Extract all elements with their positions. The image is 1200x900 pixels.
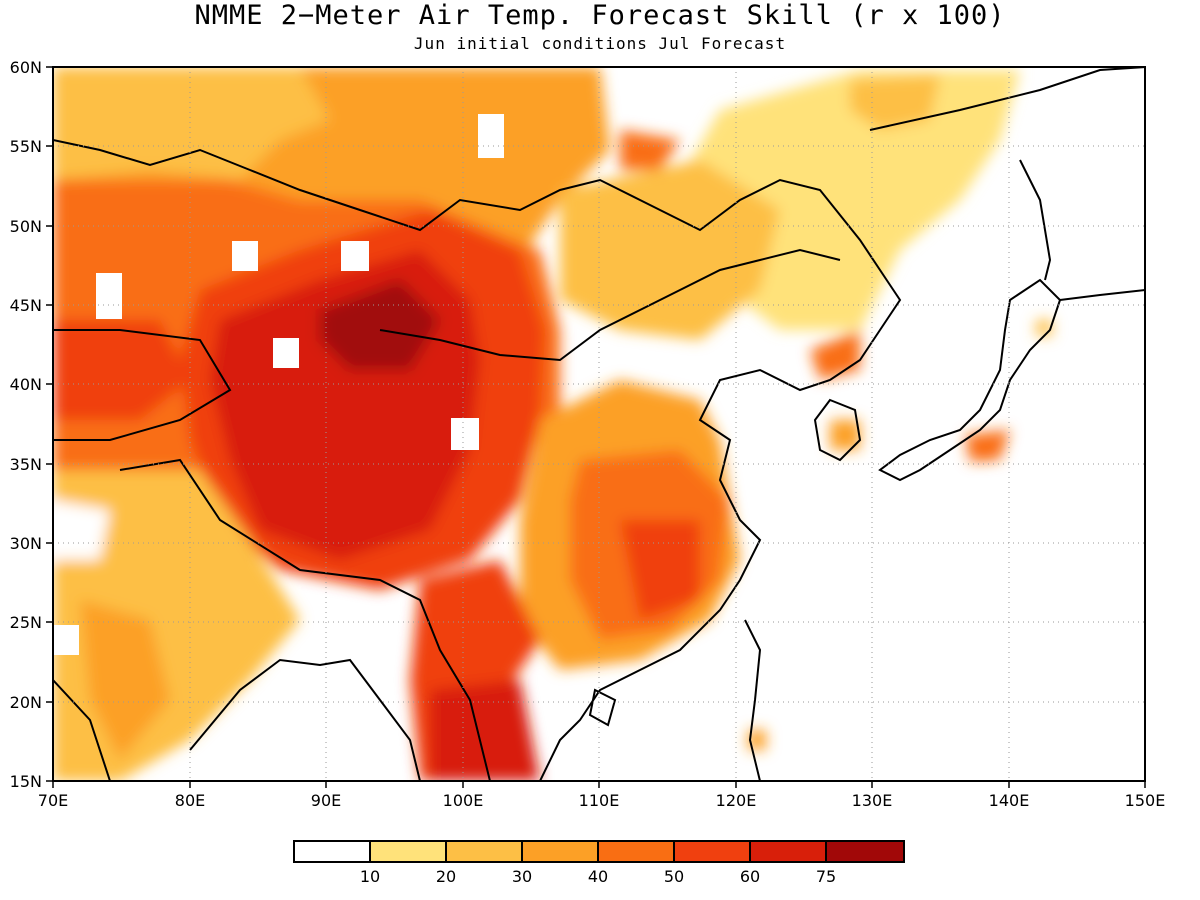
map-title: NMME 2−Meter Air Temp. Forecast Skill (r… bbox=[194, 0, 1006, 31]
legend-label: 50 bbox=[664, 867, 684, 886]
legend-label: 60 bbox=[740, 867, 760, 886]
legend-swatch bbox=[293, 840, 371, 863]
lat-tick-label: 35N bbox=[10, 455, 42, 474]
lon-tick-label: 150E bbox=[1125, 791, 1166, 810]
legend-swatch bbox=[369, 840, 447, 863]
map-subtitle: Jun initial conditions Jul Forecast bbox=[413, 34, 787, 53]
lat-tick-label: 40N bbox=[10, 375, 42, 394]
lat-tick-label: 25N bbox=[10, 613, 42, 632]
skill-field bbox=[53, 67, 1145, 781]
lat-tick-label: 55N bbox=[10, 137, 42, 156]
legend-swatch bbox=[673, 840, 751, 863]
lon-tick-label: 110E bbox=[579, 791, 620, 810]
coastlines bbox=[53, 67, 1145, 781]
legend-swatch bbox=[749, 840, 827, 863]
lon-tick-label: 70E bbox=[38, 791, 68, 810]
legend-swatch bbox=[521, 840, 599, 863]
lon-tick-label: 140E bbox=[989, 791, 1030, 810]
lon-tick-label: 80E bbox=[175, 791, 205, 810]
legend-swatch bbox=[597, 840, 675, 863]
legend-colorbar bbox=[293, 840, 905, 863]
legend-swatch bbox=[825, 840, 905, 863]
gridlines bbox=[53, 67, 1145, 781]
tick-marks bbox=[46, 66, 1146, 788]
lat-tick-label: 60N bbox=[10, 58, 42, 77]
lon-tick-label: 120E bbox=[716, 791, 757, 810]
lat-tick-label: 50N bbox=[10, 217, 42, 236]
lat-tick-label: 20N bbox=[10, 693, 42, 712]
lat-tick-label: 15N bbox=[10, 772, 42, 791]
legend-label: 75 bbox=[816, 867, 836, 886]
legend-label: 40 bbox=[588, 867, 608, 886]
lon-tick-label: 130E bbox=[852, 791, 893, 810]
lon-tick-label: 90E bbox=[311, 791, 341, 810]
lat-tick-label: 30N bbox=[10, 534, 42, 553]
legend-label: 10 bbox=[360, 867, 380, 886]
legend-label: 30 bbox=[512, 867, 532, 886]
legend-label: 20 bbox=[436, 867, 456, 886]
legend-swatch bbox=[445, 840, 523, 863]
lat-tick-label: 45N bbox=[10, 296, 42, 315]
lon-tick-label: 100E bbox=[443, 791, 484, 810]
